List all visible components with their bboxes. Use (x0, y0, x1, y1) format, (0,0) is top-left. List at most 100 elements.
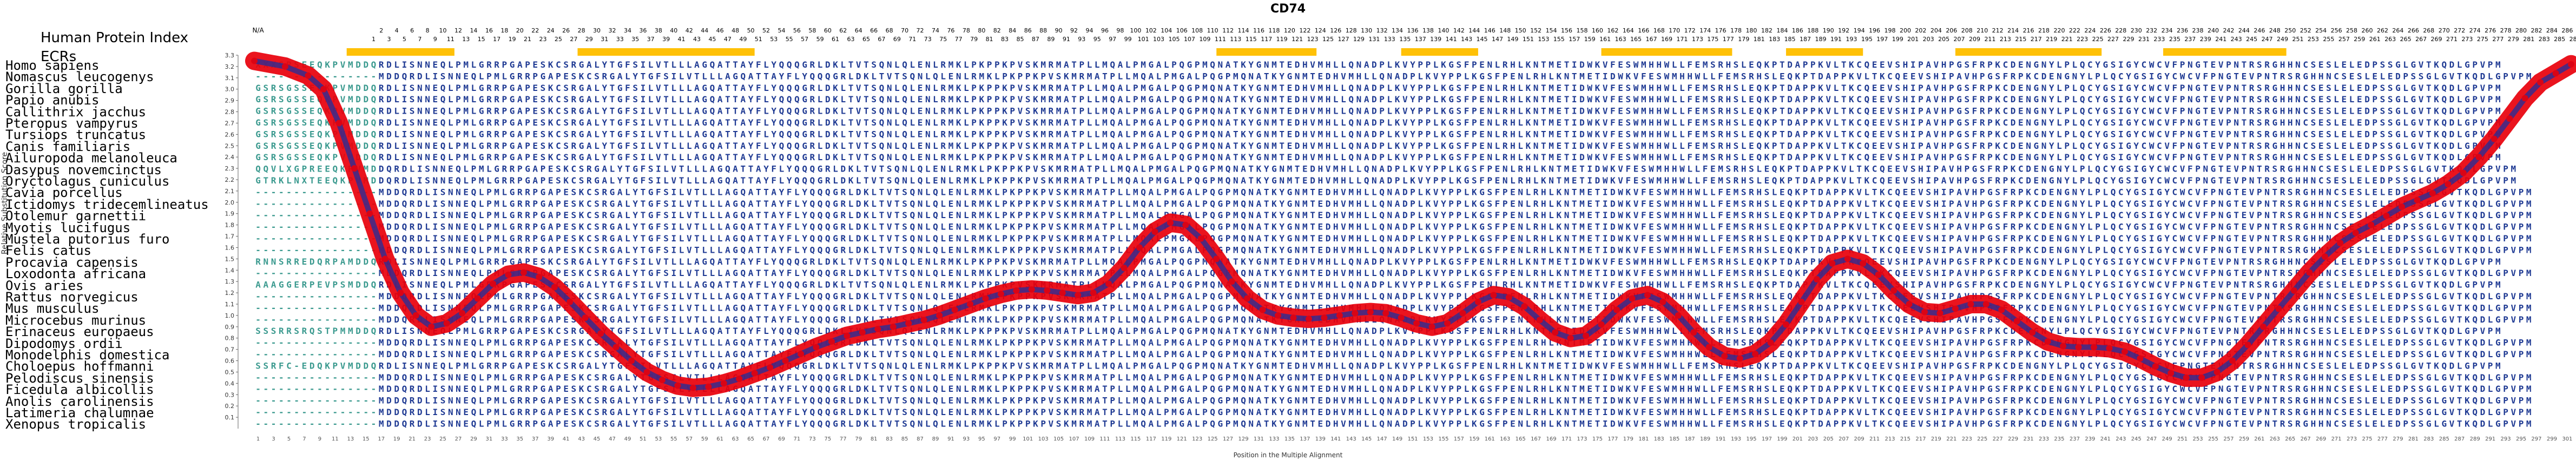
residue: S (871, 94, 877, 104)
residue: P (1987, 83, 1993, 93)
residue: P (2472, 60, 2478, 70)
residue: T (1310, 210, 1315, 220)
residue: Q (910, 71, 915, 81)
residue: L (1834, 141, 1839, 151)
hpi-tick-label: 51 (755, 36, 762, 43)
residue: G (510, 117, 515, 128)
residue: L (471, 141, 477, 151)
residue: E (1317, 222, 1323, 232)
residue: G (510, 71, 515, 81)
residue: W (2164, 175, 2170, 186)
residue: P (1095, 164, 1100, 174)
residue: P (1949, 83, 1954, 93)
residue: T (2426, 152, 2432, 162)
residue: P (1503, 199, 1508, 209)
residue: K (1764, 94, 1770, 104)
residue: N (417, 152, 423, 162)
residue: G (610, 222, 615, 232)
residue: G (2064, 187, 2070, 197)
hpi-tick-label: 95 (1093, 36, 1101, 43)
hpi-tick-label: 1 (372, 36, 375, 43)
residue: L (1164, 141, 1169, 151)
residue: V (1310, 117, 1315, 128)
residue: L (1418, 71, 1423, 81)
residue: E (1618, 106, 1623, 116)
hpi-tick-label: 20 (516, 27, 524, 34)
residue: K (2434, 141, 2439, 151)
residue: S (541, 60, 546, 70)
residue: A (1926, 60, 1931, 70)
residue: D (386, 222, 392, 232)
residue: N (887, 94, 892, 104)
residue: C (587, 199, 592, 209)
residue: V (2195, 71, 2201, 81)
residue: R (940, 60, 946, 70)
x-tick-label: 29 (470, 436, 477, 442)
residue: M (1133, 210, 1138, 220)
residue: N (2057, 71, 2062, 81)
residue: G (579, 94, 584, 104)
residue: V (1887, 117, 1893, 128)
residue: Q (710, 60, 715, 70)
residue: D (1295, 94, 1300, 104)
residue: P (2372, 106, 2377, 116)
hpi-tick-label: 71 (908, 36, 916, 43)
residue: V (656, 60, 661, 70)
residue: K (1426, 71, 1431, 81)
residue: D (2480, 222, 2486, 232)
residue: M (479, 175, 484, 186)
residue: W (1633, 152, 1639, 162)
residue: R (2264, 164, 2270, 174)
residue: P (1949, 141, 1954, 151)
residue: K (1764, 141, 1770, 151)
residue: Y (1441, 71, 1446, 81)
residue: L (933, 106, 938, 116)
residue: G (802, 152, 807, 162)
residue: T (2203, 117, 2208, 128)
residue: R (1049, 83, 1054, 93)
residue: A (517, 106, 523, 116)
residue: Y (2064, 164, 2070, 174)
residue: D (386, 83, 392, 93)
residue: L (694, 175, 700, 186)
residue: Q (1241, 187, 1246, 197)
residue: G (1256, 94, 1262, 104)
residue: E (1302, 175, 1308, 186)
hpi-tick-label: 251 (2292, 36, 2303, 43)
residue: V (1856, 71, 1862, 81)
residue: G (2426, 71, 2432, 81)
hpi-tick-label: 175 (1707, 36, 1718, 43)
residue: G (2426, 164, 2432, 174)
residue: P (1010, 60, 1015, 70)
residue: P (971, 117, 977, 128)
residue: G (286, 83, 292, 93)
residue: V (1603, 83, 1608, 93)
residue: G (2118, 164, 2124, 174)
residue: Y (1248, 129, 1254, 139)
residue: L (1102, 164, 1108, 174)
residue: H (1649, 106, 1654, 116)
residue: G (510, 83, 515, 93)
residue: A (1156, 117, 1162, 128)
residue: D (1579, 152, 1585, 162)
residue: W (1633, 106, 1639, 116)
residue: M (948, 83, 954, 93)
residue: S (2257, 83, 2262, 93)
residue: Y (771, 152, 776, 162)
residue: L (717, 222, 723, 232)
residue: G (2049, 175, 2054, 186)
hpi-tick-label: 248 (2269, 27, 2281, 34)
residue: T (725, 129, 730, 139)
residue: G (1972, 175, 1978, 186)
residue: P (1002, 199, 1007, 209)
residue: Q (1179, 106, 1184, 116)
residue: T (1780, 83, 1785, 93)
residue: G (2441, 210, 2447, 220)
residue: P (456, 106, 461, 116)
residue: V (2164, 141, 2170, 151)
residue: S (594, 187, 599, 197)
residue: D (856, 222, 861, 232)
x-tick-label: 81 (871, 436, 878, 442)
x-tick-label: 161 (1485, 436, 1495, 442)
residue: K (1426, 210, 1431, 220)
